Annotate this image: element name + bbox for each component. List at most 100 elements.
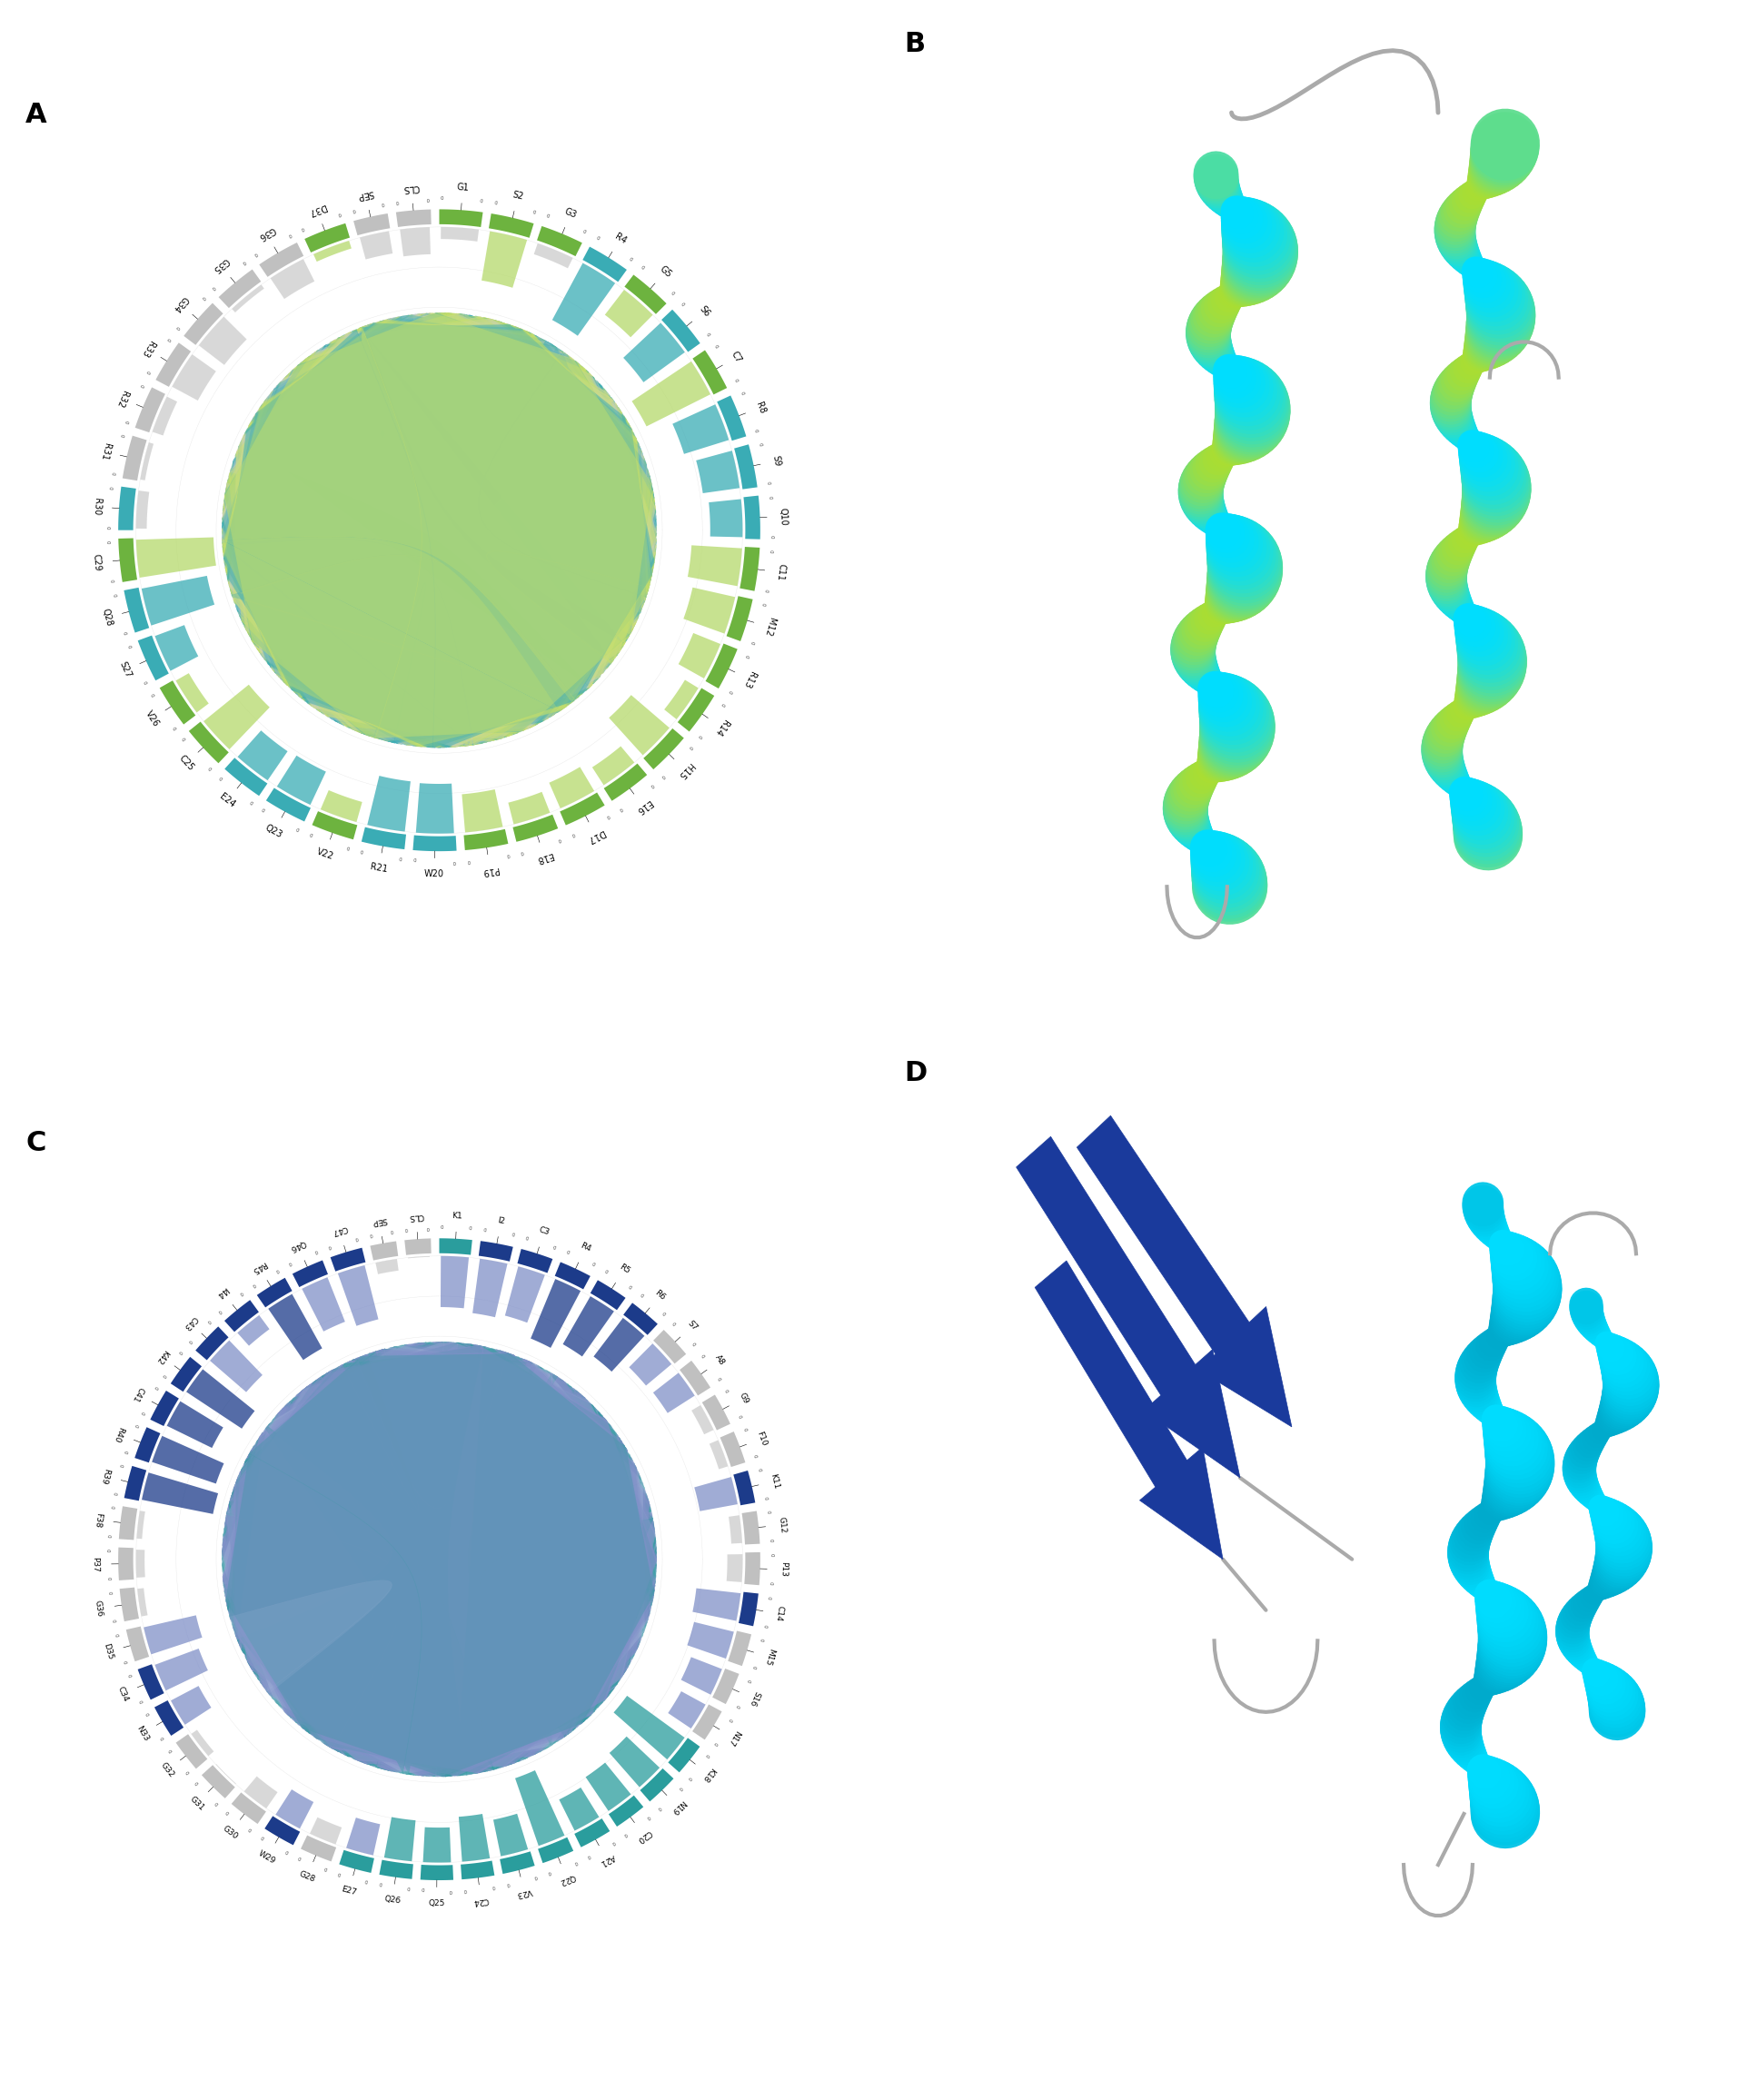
Polygon shape: [258, 557, 634, 653]
Polygon shape: [221, 1342, 648, 1770]
Polygon shape: [234, 1344, 657, 1772]
Polygon shape: [494, 1814, 529, 1856]
Polygon shape: [221, 1344, 648, 1770]
Polygon shape: [119, 1506, 137, 1539]
Polygon shape: [221, 1342, 652, 1766]
Polygon shape: [225, 1342, 655, 1766]
Text: Q46: Q46: [288, 1239, 307, 1254]
Polygon shape: [249, 1592, 569, 1735]
Polygon shape: [228, 1352, 655, 1777]
Text: K42: K42: [153, 1348, 169, 1365]
Polygon shape: [450, 584, 501, 746]
Polygon shape: [227, 1342, 655, 1766]
Polygon shape: [221, 319, 648, 746]
Polygon shape: [195, 1327, 228, 1361]
Text: F10: F10: [756, 1430, 768, 1447]
Polygon shape: [241, 1447, 392, 1651]
Text: 0: 0: [258, 1838, 264, 1842]
Polygon shape: [457, 330, 529, 739]
Polygon shape: [517, 1250, 553, 1273]
Polygon shape: [592, 746, 634, 785]
Polygon shape: [692, 1405, 713, 1434]
Text: G9: G9: [738, 1392, 750, 1405]
Polygon shape: [221, 319, 650, 748]
Polygon shape: [227, 1346, 657, 1772]
Polygon shape: [680, 1361, 710, 1397]
Polygon shape: [365, 582, 499, 741]
Text: A8: A8: [713, 1354, 727, 1367]
Polygon shape: [223, 1342, 655, 1777]
Polygon shape: [408, 1256, 430, 1258]
Polygon shape: [272, 573, 508, 739]
Polygon shape: [225, 313, 654, 748]
Polygon shape: [223, 1342, 650, 1768]
Polygon shape: [244, 1460, 495, 1770]
Text: SEP: SEP: [357, 189, 374, 202]
Polygon shape: [286, 1403, 408, 1749]
Polygon shape: [221, 1342, 655, 1772]
Polygon shape: [225, 326, 654, 748]
Text: 0: 0: [297, 1856, 300, 1863]
Polygon shape: [355, 317, 423, 733]
Polygon shape: [710, 1441, 727, 1470]
Polygon shape: [221, 313, 650, 739]
Polygon shape: [172, 355, 216, 401]
Polygon shape: [221, 1344, 647, 1772]
Polygon shape: [221, 1342, 657, 1770]
Text: 0: 0: [107, 485, 112, 489]
Polygon shape: [232, 1344, 657, 1772]
Polygon shape: [307, 1369, 409, 1514]
Polygon shape: [726, 596, 752, 640]
Polygon shape: [232, 1344, 657, 1772]
Polygon shape: [225, 1342, 654, 1764]
Polygon shape: [304, 223, 350, 252]
Text: 0: 0: [768, 1581, 773, 1586]
FancyArrow shape: [1035, 1260, 1223, 1558]
Polygon shape: [336, 336, 640, 617]
Text: H15: H15: [676, 760, 696, 779]
Polygon shape: [221, 1342, 648, 1774]
Polygon shape: [227, 1344, 657, 1777]
Polygon shape: [223, 313, 648, 741]
Text: 0: 0: [174, 323, 179, 330]
Polygon shape: [228, 313, 655, 739]
Polygon shape: [297, 363, 650, 590]
Polygon shape: [227, 323, 413, 508]
Polygon shape: [223, 1346, 657, 1777]
Text: 0: 0: [698, 733, 703, 739]
Polygon shape: [135, 1550, 146, 1577]
Polygon shape: [225, 1342, 657, 1774]
Polygon shape: [223, 1346, 657, 1772]
Text: Q26: Q26: [383, 1894, 401, 1905]
Polygon shape: [604, 290, 654, 338]
Polygon shape: [223, 1342, 652, 1766]
Polygon shape: [228, 313, 655, 739]
Polygon shape: [234, 1344, 657, 1774]
Text: G36: G36: [93, 1600, 104, 1617]
Text: 0: 0: [759, 1638, 764, 1642]
Text: C20: C20: [636, 1827, 654, 1844]
Polygon shape: [228, 319, 657, 748]
Polygon shape: [221, 317, 645, 746]
Polygon shape: [227, 1342, 655, 1768]
Polygon shape: [668, 1739, 699, 1772]
Polygon shape: [225, 1352, 655, 1777]
Text: 0: 0: [144, 1712, 149, 1718]
Polygon shape: [678, 632, 720, 678]
Polygon shape: [640, 1768, 673, 1802]
Text: 0: 0: [480, 200, 483, 204]
Text: 0: 0: [441, 1224, 445, 1231]
Polygon shape: [225, 1354, 654, 1777]
Polygon shape: [221, 1344, 655, 1777]
Polygon shape: [221, 319, 648, 748]
Text: 0: 0: [127, 1674, 132, 1678]
Polygon shape: [221, 315, 647, 741]
Text: Q28: Q28: [100, 607, 114, 628]
Text: G31: G31: [188, 1796, 206, 1812]
Polygon shape: [320, 790, 362, 821]
Text: 0: 0: [750, 1665, 756, 1670]
Polygon shape: [225, 313, 654, 735]
Polygon shape: [230, 1342, 655, 1770]
Polygon shape: [209, 1340, 262, 1392]
Polygon shape: [119, 1588, 139, 1621]
